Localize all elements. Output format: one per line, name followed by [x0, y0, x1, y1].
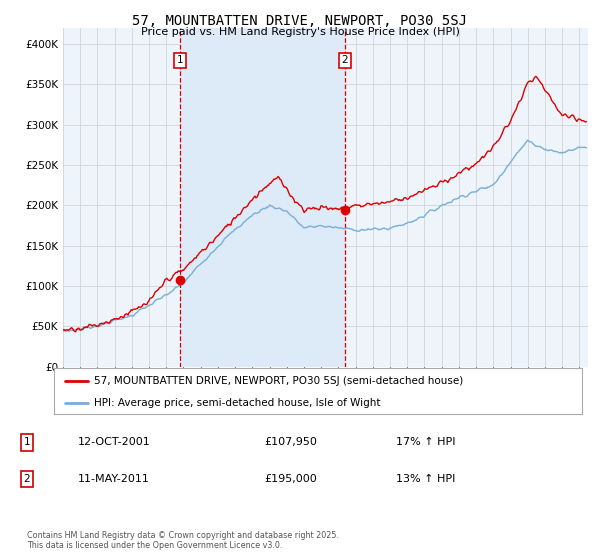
Text: 57, MOUNTBATTEN DRIVE, NEWPORT, PO30 5SJ (semi-detached house): 57, MOUNTBATTEN DRIVE, NEWPORT, PO30 5SJ…	[94, 376, 463, 386]
Text: £195,000: £195,000	[264, 474, 317, 484]
Text: 1: 1	[23, 437, 31, 447]
Text: 57, MOUNTBATTEN DRIVE, NEWPORT, PO30 5SJ: 57, MOUNTBATTEN DRIVE, NEWPORT, PO30 5SJ	[133, 14, 467, 28]
Text: 2: 2	[341, 55, 348, 65]
Text: £107,950: £107,950	[264, 437, 317, 447]
Text: 2: 2	[23, 474, 31, 484]
Text: 17% ↑ HPI: 17% ↑ HPI	[396, 437, 455, 447]
Text: Contains HM Land Registry data © Crown copyright and database right 2025.
This d: Contains HM Land Registry data © Crown c…	[27, 530, 339, 550]
Text: HPI: Average price, semi-detached house, Isle of Wight: HPI: Average price, semi-detached house,…	[94, 398, 380, 408]
Text: 11-MAY-2011: 11-MAY-2011	[78, 474, 150, 484]
Text: 1: 1	[176, 55, 183, 65]
Text: Price paid vs. HM Land Registry's House Price Index (HPI): Price paid vs. HM Land Registry's House …	[140, 27, 460, 37]
Bar	[180, 28, 345, 367]
Text: 12-OCT-2001: 12-OCT-2001	[78, 437, 151, 447]
Text: 13% ↑ HPI: 13% ↑ HPI	[396, 474, 455, 484]
